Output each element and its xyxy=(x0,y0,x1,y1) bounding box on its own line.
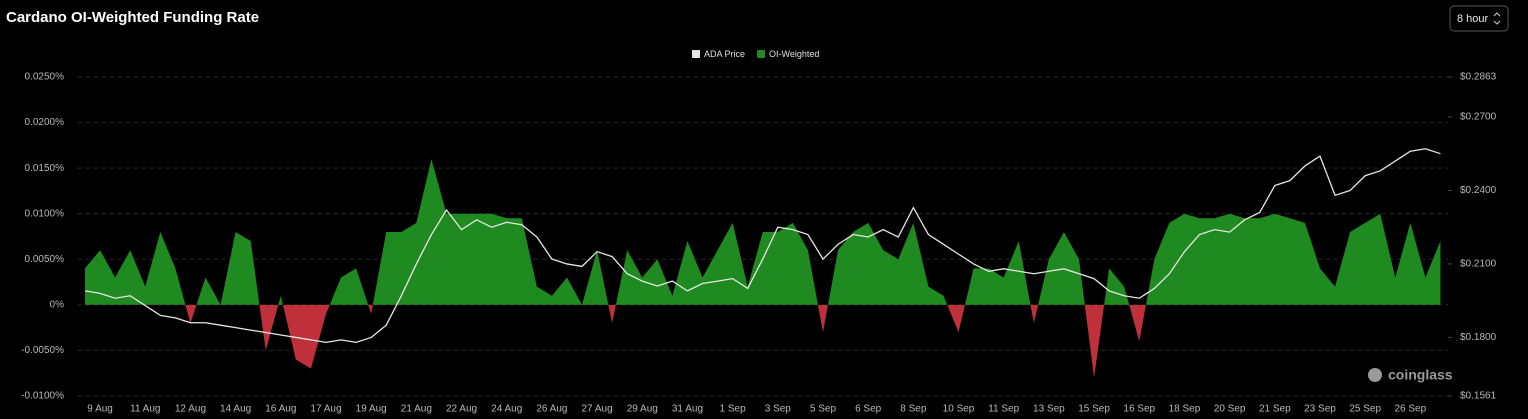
x-tick-label: 13 Sep xyxy=(1033,404,1065,415)
price-line xyxy=(84,148,1441,344)
y-tick-label: 0% xyxy=(50,299,65,310)
x-tick-label: 23 Sep xyxy=(1304,404,1336,415)
x-tick-label: 31 Aug xyxy=(672,404,703,415)
y-tick-label: -0.0100% xyxy=(21,391,64,402)
x-tick-label: 9 Aug xyxy=(87,404,113,415)
legend: ADA Price OI-Weighted xyxy=(692,49,819,59)
interval-select[interactable]: 8 hour xyxy=(1449,5,1509,32)
watermark-icon xyxy=(1368,368,1382,382)
x-tick-label: 11 Aug xyxy=(130,404,160,415)
x-tick-label: 11 Sep xyxy=(988,404,1019,415)
x-tick-label: 25 Sep xyxy=(1349,404,1381,415)
y2-tick-label: $0.1800 xyxy=(1460,332,1497,343)
x-tick-label: 6 Sep xyxy=(855,404,882,415)
y2-tick-label: $0.2400 xyxy=(1460,185,1497,196)
x-tick-label: 3 Sep xyxy=(765,404,792,415)
x-tick-label: 19 Aug xyxy=(356,404,387,415)
y-tick-label: 0.0050% xyxy=(25,254,65,265)
x-tick-label: 26 Aug xyxy=(536,404,567,415)
interval-button[interactable] xyxy=(1449,5,1509,32)
x-tick-label: 20 Sep xyxy=(1214,404,1246,415)
x-tick-label: 14 Aug xyxy=(220,404,251,415)
y-tick-label: 0.0200% xyxy=(25,117,65,128)
x-tick-label: 8 Sep xyxy=(900,404,927,415)
legend-label: OI-Weighted xyxy=(769,49,819,59)
legend-swatch xyxy=(692,50,700,58)
chart-title: Cardano OI-Weighted Funding Rate xyxy=(6,9,259,26)
x-tick-label: 27 Aug xyxy=(582,404,613,415)
x-tick-label: 16 Sep xyxy=(1123,404,1155,415)
x-tick-label: 5 Sep xyxy=(810,404,837,415)
x-tick-label: 29 Aug xyxy=(627,404,658,415)
legend-label: ADA Price xyxy=(704,49,745,59)
x-tick-label: 1 Sep xyxy=(720,404,747,415)
x-tick-label: 10 Sep xyxy=(943,404,975,415)
x-tick-label: 12 Aug xyxy=(175,404,206,415)
y-tick-label: 0.0100% xyxy=(25,208,65,219)
x-tick-label: 26 Sep xyxy=(1394,404,1426,415)
y2-tick-label: $0.2700 xyxy=(1460,112,1497,123)
y2-tick-label: $0.1561 xyxy=(1460,391,1497,402)
funding-area-positive xyxy=(85,159,1441,305)
y-tick-label: 0.0250% xyxy=(25,72,65,83)
x-tick-label: 21 Aug xyxy=(401,404,432,415)
x-tick-label: 16 Aug xyxy=(265,404,296,415)
interval-label[interactable]: 8 hour xyxy=(1457,13,1489,25)
y2-tick-label: $0.2100 xyxy=(1460,259,1497,270)
x-tick-label: 22 Aug xyxy=(446,404,477,415)
y2-tick-label: $0.2863 xyxy=(1460,72,1497,83)
x-tick-label: 17 Aug xyxy=(310,404,341,415)
y-tick-label: -0.0050% xyxy=(21,345,64,356)
x-tick-label: 24 Aug xyxy=(491,404,522,415)
x-tick-label: 15 Sep xyxy=(1078,404,1110,415)
legend-swatch xyxy=(757,50,766,58)
select-icon xyxy=(1493,12,1501,25)
x-tick-label: 18 Sep xyxy=(1169,404,1201,415)
y-tick-label: 0.0150% xyxy=(25,163,65,174)
x-tick-label: 21 Sep xyxy=(1259,404,1291,415)
watermark: coinglass xyxy=(1388,367,1453,383)
